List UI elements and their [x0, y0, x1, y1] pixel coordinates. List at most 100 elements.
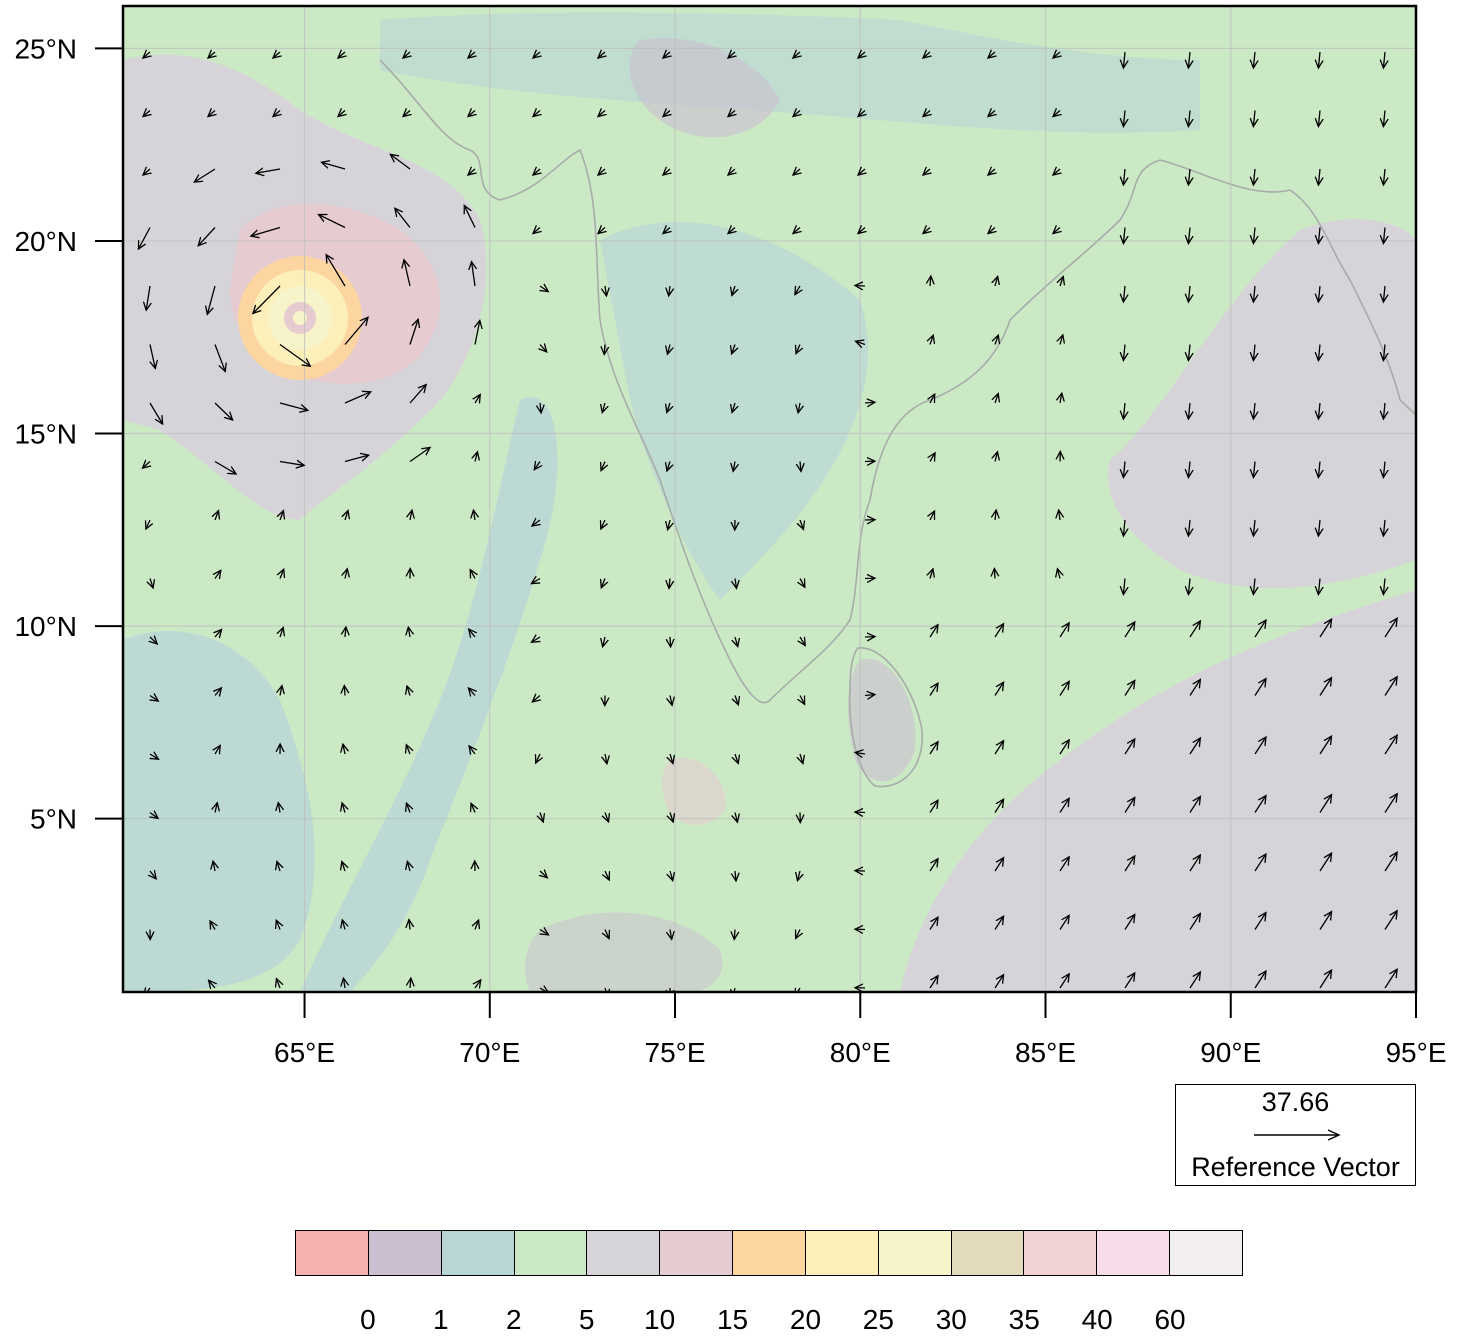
wind-vector-arrow [929, 800, 938, 813]
wind-vector-arrow [930, 276, 931, 287]
wind-vector-arrow [150, 578, 153, 588]
wind-vector-arrow [598, 52, 605, 58]
wind-vector-arrow [342, 803, 345, 813]
wind-vector-arrow [1253, 285, 1255, 302]
wind-vector-arrow [1123, 461, 1125, 478]
wind-vector-arrow [1319, 619, 1332, 638]
lat-label: 20°N [14, 226, 77, 257]
coastline-india [379, 59, 1161, 704]
wind-vector-arrow [215, 803, 217, 813]
wind-vector-arrow [471, 803, 475, 813]
wind-vector-arrow [404, 260, 411, 287]
wind-vector-arrow [1188, 344, 1190, 361]
wind-vector-arrow [732, 402, 735, 413]
wind-vector-arrow [995, 510, 996, 521]
wind-vector-arrow [1123, 519, 1125, 536]
wind-vector-arrow [1188, 461, 1190, 478]
wind-vector-arrow [1253, 51, 1255, 68]
wind-vector-arrow [408, 627, 410, 638]
wind-vector-arrow [1253, 168, 1255, 185]
wind-vector-arrow [995, 394, 998, 404]
wind-vector-arrow [214, 402, 233, 420]
wind-vector-arrow [733, 987, 735, 992]
wind-vector-arrow [395, 208, 411, 228]
wind-vector-arrow [1254, 971, 1266, 989]
wind-vector-arrow [208, 52, 215, 58]
lon-label: 75°E [645, 1037, 706, 1068]
wind-vector-arrow [796, 344, 800, 354]
colorbar-box [1170, 1231, 1242, 1275]
wind-vector-arrow [1254, 737, 1266, 755]
wind-vector-arrow [468, 52, 475, 58]
cyclone-eye [293, 311, 307, 325]
wind-vector-arrow [923, 169, 930, 175]
wind-vector-arrow [1384, 618, 1397, 638]
lon-label: 85°E [1015, 1037, 1076, 1068]
wind-vector-arrow [475, 320, 480, 345]
wind-vector-arrow [1124, 680, 1135, 696]
lat-label: 5°N [30, 804, 77, 835]
wind-vector-arrow [1318, 461, 1320, 478]
wind-vector-arrow [276, 920, 280, 930]
wind-vector-arrow [930, 569, 933, 579]
wind-vector-arrow [1188, 168, 1190, 185]
map-frame [121, 4, 1418, 994]
wind-vector-arrow [667, 344, 670, 355]
wind-vectors [138, 51, 1397, 992]
wind-vector-arrow [605, 812, 609, 822]
wind-vector-arrow [198, 227, 216, 246]
wind-vector-arrow [1124, 622, 1135, 638]
gridlines [123, 6, 1417, 992]
wind-vector-arrow [855, 285, 866, 286]
wind-vector-arrow [1318, 578, 1320, 595]
wind-vector-arrow [798, 402, 800, 413]
wind-vector-arrow [1059, 623, 1069, 638]
wind-vector-arrow [1253, 402, 1255, 419]
wind-vector-arrow [1253, 578, 1255, 595]
wind-vector-arrow [279, 402, 308, 410]
wind-vector-arrow [670, 636, 671, 647]
wind-vector-arrow [410, 978, 411, 989]
wind-vector-arrow [342, 920, 345, 930]
wind-vector-arrow [475, 394, 480, 403]
wind-vector-arrow [279, 462, 304, 466]
lon-label: 80°E [830, 1037, 891, 1068]
wind-vector-arrow [409, 920, 410, 930]
wind-vector-arrow [1253, 227, 1255, 244]
colorbar-box [296, 1231, 369, 1275]
wind-vector-arrow [533, 169, 540, 175]
wind-vector-arrow [150, 813, 158, 819]
wind-vector-arrow [213, 861, 215, 872]
wind-vector-arrow [663, 228, 670, 234]
colorbar-box [441, 1231, 515, 1275]
wind-vector-arrow [143, 52, 150, 58]
wind-vector-arrow [407, 861, 410, 872]
colorbar-label: 0 [360, 1304, 376, 1335]
wind-vector-arrow [728, 52, 735, 58]
wind-vector-arrow [215, 688, 221, 696]
wind-vector-arrow [605, 753, 607, 764]
wind-vector-arrow [929, 976, 938, 989]
wind-vector-arrow [795, 988, 800, 992]
colorbar-box [733, 1231, 806, 1275]
lat-label: 25°N [14, 33, 77, 64]
wind-vector-arrow [1319, 795, 1332, 813]
wind-vector-arrow [994, 741, 1004, 755]
wind-vector-arrow [214, 460, 236, 474]
wind-vector-arrow [735, 636, 738, 647]
colorbar-box [1024, 1231, 1098, 1275]
wind-vector-arrow [409, 447, 430, 463]
wind-vector-arrow [146, 519, 150, 529]
wind-vector-arrow [345, 627, 346, 638]
wind-vector-arrow [409, 385, 426, 404]
wind-vector-arrow [1384, 852, 1397, 872]
coastline-sri-lanka [848, 647, 923, 788]
wind-vector-arrow [278, 803, 280, 813]
wind-vector-arrow [994, 858, 1004, 872]
wind-vector-arrow [994, 799, 1004, 813]
wind-vector-arrow [143, 462, 150, 469]
wind-vector-arrow [143, 169, 150, 175]
wind-vector-arrow [540, 286, 548, 292]
wind-vector-arrow [994, 682, 1004, 696]
reference-vector-box: 37.66 Reference Vector [1175, 1084, 1416, 1186]
